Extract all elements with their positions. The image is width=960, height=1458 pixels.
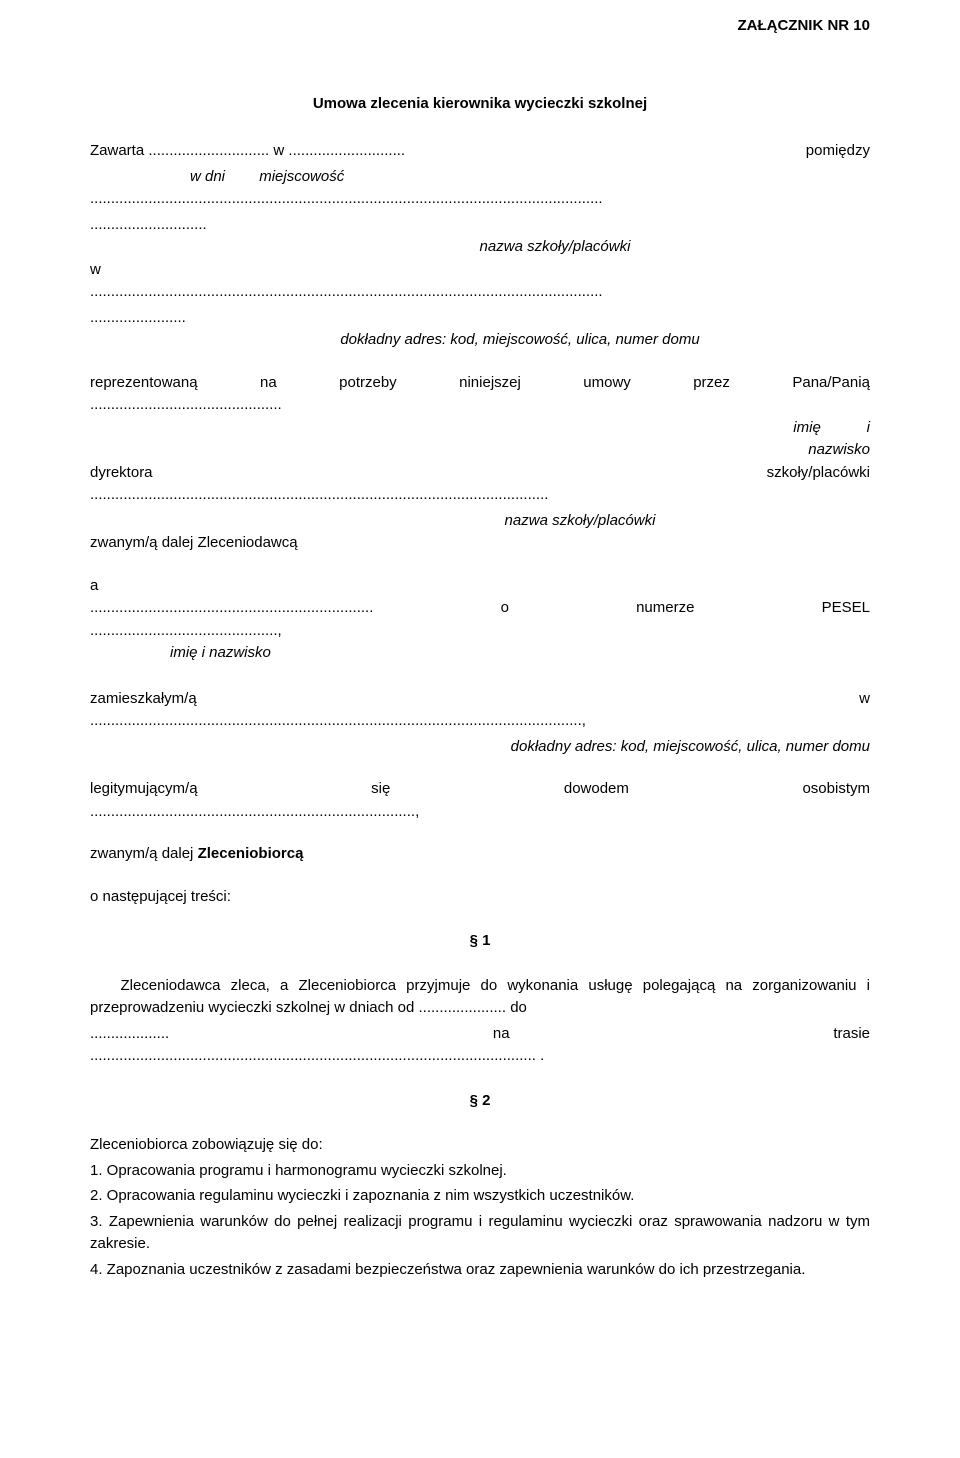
trasie-text: trasie xyxy=(833,1023,870,1046)
para-2-block: Zleceniobiorca zobowiązuję się do: 1. Op… xyxy=(90,1134,870,1281)
dots: ........................................… xyxy=(90,801,870,824)
dots: ........................................… xyxy=(90,394,870,417)
intro-block: Zawarta ............................. w … xyxy=(90,140,870,352)
do-text: do xyxy=(506,999,527,1016)
dotted-line: ........................................… xyxy=(90,188,870,211)
sie-text: się xyxy=(371,778,390,801)
dots: ............................. xyxy=(148,142,269,159)
pesel-text: PESEL xyxy=(822,597,870,620)
zawarta-text: Zawarta xyxy=(90,142,144,159)
imie-text: imię xyxy=(793,419,821,436)
imie-nazwisko-label: imię i nazwisko xyxy=(90,642,870,665)
pomiedzy-text: pomiędzy xyxy=(806,140,870,163)
para-1-label: § 1 xyxy=(90,930,870,953)
dots: ................... xyxy=(90,1023,169,1046)
legit-text: legitymującym/ą xyxy=(90,778,198,801)
na-text: na xyxy=(493,1023,510,1046)
repr-umowy: umowy xyxy=(583,372,631,395)
dots2: ........................................… xyxy=(90,620,870,643)
zamieszkalym-text: zamieszkałym/ą xyxy=(90,688,197,711)
repr-niniejszej: niniejszej xyxy=(459,372,521,395)
szkoly-text: szkoły/placówki xyxy=(767,462,870,485)
a-text: a xyxy=(90,575,870,598)
para-2-label: § 2 xyxy=(90,1090,870,1113)
i-text: i xyxy=(867,419,870,436)
a-block: a ......................................… xyxy=(90,575,870,665)
repr-pana: Pana/Panią xyxy=(792,372,870,395)
dotted-line: ........................................… xyxy=(90,281,870,304)
dowodem-text: dowodem xyxy=(564,778,629,801)
zlecbiorca-text: zwanym/ą dalej Zleceniobiorcą xyxy=(90,843,870,866)
zamiesz-block: zamieszkałym/ą w .......................… xyxy=(90,688,870,759)
repr-block: reprezentowaną na potrzeby niniejszej um… xyxy=(90,372,870,555)
document-title: Umowa zlecenia kierownika wycieczki szko… xyxy=(90,93,870,116)
dots: ............................ xyxy=(288,142,405,159)
para2-item2: 2. Opracowania regulaminu wycieczki i za… xyxy=(90,1185,870,1208)
repr-left: reprezentowaną xyxy=(90,372,198,395)
dots-after-w: ....................... xyxy=(90,307,870,330)
para-1-text: Zleceniodawca zleca, a Zleceniobiorca pr… xyxy=(90,975,870,1020)
nazwisko-text: nazwisko xyxy=(90,439,870,462)
dots-short: ............................ xyxy=(90,214,870,237)
repr-na: na xyxy=(260,372,277,395)
legit-block: legitymującym/ą się dowodem osobistym ..… xyxy=(90,778,870,823)
w-text: w xyxy=(273,142,284,159)
para2-item4: 4. Zapoznania uczestników z zasadami bez… xyxy=(90,1259,870,1282)
dots: ........................................… xyxy=(90,710,870,733)
para1-line2: ................... na trasie xyxy=(90,1023,870,1046)
nazwa-label: nazwa szkoły/placówki xyxy=(90,510,870,533)
miejscowosc-label: miejscowość xyxy=(229,168,344,185)
dokladny-adres-label: dokładny adres: kod, miejscowość, ulica,… xyxy=(90,736,870,759)
para2-intro: Zleceniobiorca zobowiązuję się do: xyxy=(90,1134,870,1157)
dots: ........................................… xyxy=(90,1045,870,1068)
numerze-text: numerze xyxy=(636,597,694,620)
zwanym-text: zwanym/ą dalej Zleceniodawcą xyxy=(90,532,870,555)
o-text: o xyxy=(501,597,509,620)
dots: ........................................… xyxy=(90,484,870,507)
wdni-label: w dni xyxy=(190,168,225,185)
para2-item1: 1. Opracowania programu i harmonogramu w… xyxy=(90,1160,870,1183)
para2-item3: 3. Zapewnienia warunków do pełnej realiz… xyxy=(90,1211,870,1256)
nazwa-szkoly-label: nazwa szkoły/placówki xyxy=(90,236,870,259)
attachment-header: ZAŁĄCZNIK NR 10 xyxy=(90,15,870,38)
repr-przez: przez xyxy=(693,372,730,395)
dots: ........................................… xyxy=(90,597,373,620)
w-text: w xyxy=(859,688,870,711)
tresci-text: o następującej treści: xyxy=(90,886,870,909)
dyrektora-text: dyrektora xyxy=(90,462,153,485)
w-letter: w xyxy=(90,259,870,282)
repr-potrzeby: potrzeby xyxy=(339,372,397,395)
dots: ..................... xyxy=(419,999,507,1016)
dokladny-adres-label: dokładny adres: kod, miejscowość, ulica,… xyxy=(90,329,870,352)
osobistym-text: osobistym xyxy=(802,778,870,801)
